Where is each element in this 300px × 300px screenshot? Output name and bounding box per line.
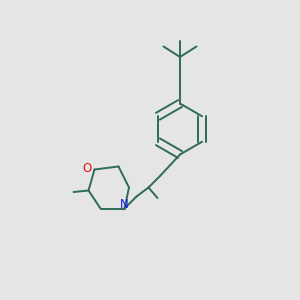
Text: N: N: [120, 197, 129, 211]
Text: O: O: [82, 161, 91, 175]
